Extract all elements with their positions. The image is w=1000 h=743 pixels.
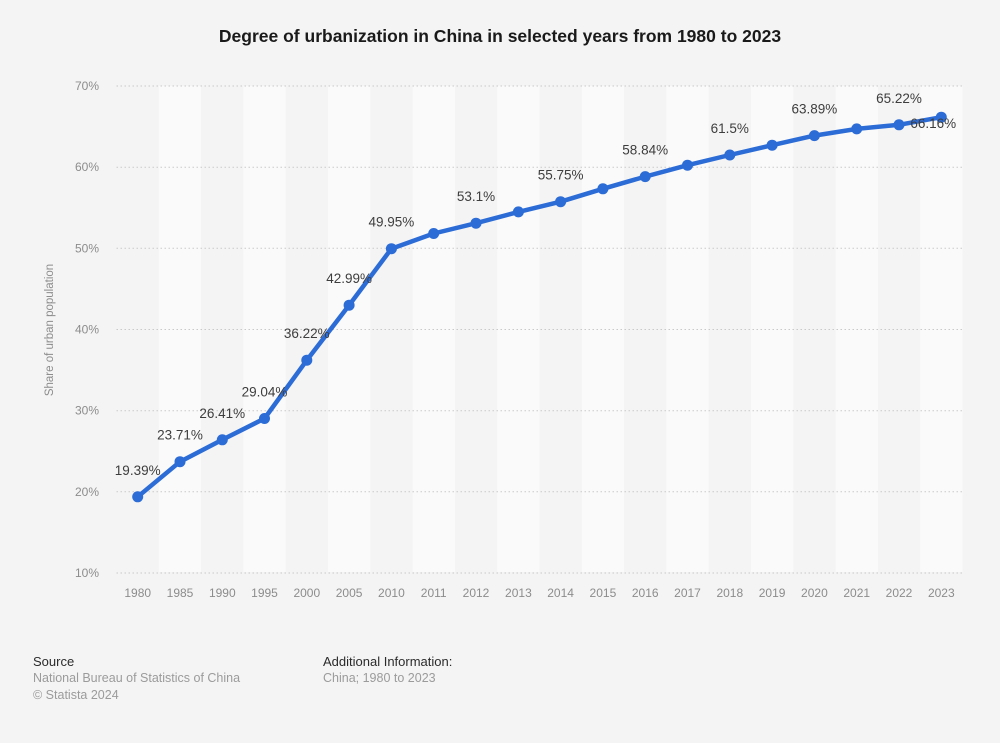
- y-tick-label: 10%: [75, 566, 99, 580]
- x-tick-label: 1980: [124, 586, 151, 600]
- data-point: [343, 299, 355, 311]
- x-tick-label: 2021: [843, 586, 870, 600]
- data-point-label: 58.84%: [622, 143, 668, 158]
- data-point: [385, 243, 397, 255]
- copyright-notice: © Statista 2024: [33, 688, 119, 702]
- x-tick-label: 2011: [421, 586, 447, 600]
- y-axis-title: Share of urban population: [44, 264, 56, 396]
- data-point-label: 63.89%: [792, 102, 838, 117]
- source-name: National Bureau of Statistics of China: [33, 671, 241, 685]
- data-point: [259, 413, 270, 424]
- x-tick-label: 2017: [674, 586, 701, 600]
- additional-info-value: China; 1980 to 2023: [323, 671, 436, 685]
- x-tick-label: 2005: [336, 586, 363, 600]
- x-tick-label: 2015: [590, 586, 617, 600]
- y-tick-label: 30%: [75, 404, 99, 418]
- data-point: [428, 228, 440, 239]
- data-point-label: 49.95%: [369, 215, 415, 230]
- data-point: [682, 159, 693, 171]
- plot-band: [497, 86, 540, 572]
- data-point: [555, 196, 567, 208]
- y-tick-label: 60%: [75, 160, 99, 174]
- data-point: [808, 130, 820, 142]
- x-tick-label: 2014: [547, 586, 574, 600]
- data-point: [216, 434, 228, 446]
- data-point: [512, 206, 524, 218]
- data-point-label: 61.5%: [711, 121, 749, 136]
- additional-info-label: Additional Information:: [323, 654, 453, 669]
- data-point-label: 26.41%: [199, 406, 245, 421]
- data-point: [935, 111, 947, 123]
- x-tick-label: 2013: [505, 586, 532, 600]
- data-point-label: 29.04%: [242, 385, 288, 400]
- data-point: [851, 123, 863, 135]
- data-point-label: 55.75%: [538, 168, 584, 183]
- x-tick-label: 1995: [251, 586, 278, 600]
- x-tick-label: 2010: [378, 586, 405, 600]
- data-point: [597, 183, 609, 195]
- data-point: [893, 119, 905, 131]
- data-point: [301, 354, 313, 366]
- data-point: [132, 491, 144, 503]
- x-tick-label: 2012: [463, 586, 490, 600]
- source-block: Source National Bureau of Statistics of …: [33, 653, 240, 704]
- additional-info-block: Additional Information: China; 1980 to 2…: [323, 653, 452, 687]
- chart-title: Degree of urbanization in China in selec…: [218, 26, 782, 46]
- data-point-label: 36.22%: [284, 326, 330, 341]
- data-point-label: 42.99%: [326, 271, 372, 286]
- data-point-label: 66.16%: [910, 116, 956, 131]
- x-tick-label: 2016: [632, 586, 659, 600]
- x-tick-label: 2019: [759, 586, 786, 600]
- data-point-label: 65.22%: [876, 91, 922, 106]
- y-tick-label: 50%: [75, 241, 99, 255]
- chart-svg: 10% 20% 30% 40% 50% 60% 70% 1980 1985 1990 1995 200…: [44, 79, 963, 600]
- data-line: [135, 114, 944, 500]
- x-tick-label: 1985: [167, 586, 194, 600]
- x-tick-label: 2020: [801, 586, 828, 600]
- x-tick-label: 2000: [293, 586, 320, 600]
- source-label: Source: [33, 654, 75, 669]
- y-tick-label: 40%: [75, 323, 99, 337]
- data-point-label: 23.71%: [157, 428, 203, 443]
- plot-band: [751, 86, 794, 572]
- y-tick-label: 70%: [75, 79, 99, 93]
- data-point: [724, 149, 736, 161]
- data-point: [639, 171, 651, 183]
- x-tick-label: 2023: [928, 586, 955, 600]
- data-point-label: 53.1%: [457, 189, 495, 204]
- data-point: [174, 456, 186, 468]
- data-point: [766, 139, 778, 151]
- x-tick-label: 2022: [886, 586, 913, 600]
- x-tick-label: 1990: [209, 586, 236, 600]
- data-point: [470, 217, 482, 229]
- data-point-label: 19.39%: [115, 463, 161, 478]
- y-tick-label: 20%: [75, 485, 99, 499]
- x-tick-label: 2018: [716, 586, 743, 600]
